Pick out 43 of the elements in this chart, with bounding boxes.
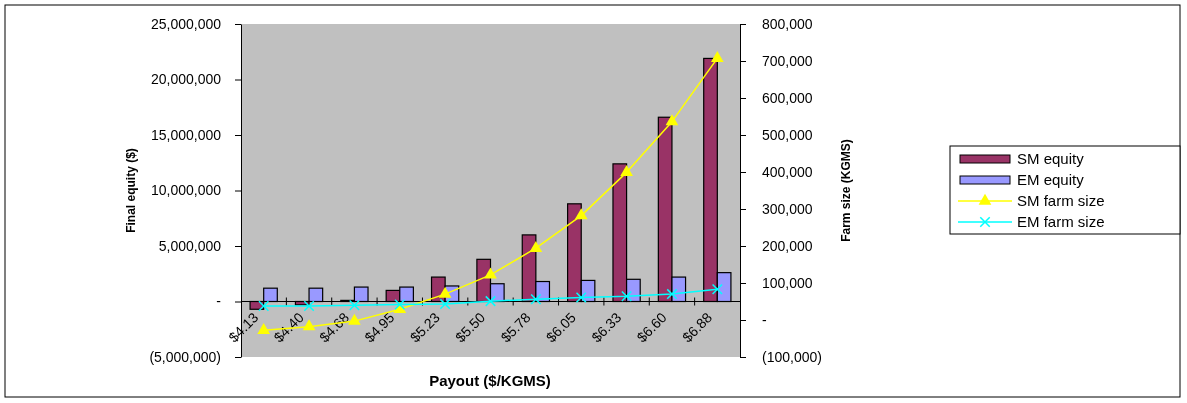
x-axis-title: Payout ($/KGMS) (429, 372, 551, 389)
y2-tick-label: 100,000 (762, 274, 813, 291)
point (621, 290, 633, 302)
y2-tick-label: 700,000 (762, 52, 813, 69)
y2-tick-label: - (762, 311, 767, 328)
y2-tick-label: 200,000 (762, 237, 813, 254)
point (575, 291, 587, 303)
point (530, 293, 542, 305)
point (348, 299, 360, 311)
legend-label: SM equity (1017, 150, 1085, 167)
point (485, 295, 496, 307)
point (711, 283, 723, 295)
point (666, 288, 678, 300)
point (257, 323, 271, 335)
y2-tick-label: (100,000) (762, 348, 822, 365)
point (302, 319, 316, 331)
y2-tick-label: 300,000 (762, 200, 813, 217)
legend-label: EM farm size (1017, 213, 1105, 230)
point (348, 313, 361, 325)
point (620, 165, 633, 177)
y-tick-label: - (216, 293, 222, 310)
point (529, 240, 543, 252)
y-tick-label: (5,000,000) (149, 348, 221, 365)
y-tick-label: 20,000,000 (150, 71, 222, 88)
y2-tick-label: 800,000 (762, 15, 813, 32)
legend-label: EM equity (1017, 171, 1085, 188)
point (665, 114, 679, 126)
y2-tick-label: 500,000 (762, 126, 813, 143)
y-tick-label: 15,000,000 (150, 126, 222, 143)
y-tick-label: 25,000,000 (150, 15, 222, 32)
point (574, 208, 588, 220)
y2-tick-label: 400,000 (762, 163, 813, 180)
y-axis-title: Final equity ($) (124, 148, 138, 233)
y2-axis-title: Farm size (KGMS) (839, 139, 853, 242)
point (303, 300, 315, 312)
y2-tick-label: 600,000 (762, 89, 813, 106)
point (258, 300, 270, 312)
legend-label: SM farm size (1017, 192, 1105, 209)
point (710, 51, 724, 63)
y-tick-label: 5,000,000 (158, 237, 222, 254)
point (439, 298, 451, 310)
point (484, 267, 497, 279)
y-tick-label: 10,000,000 (150, 182, 222, 199)
